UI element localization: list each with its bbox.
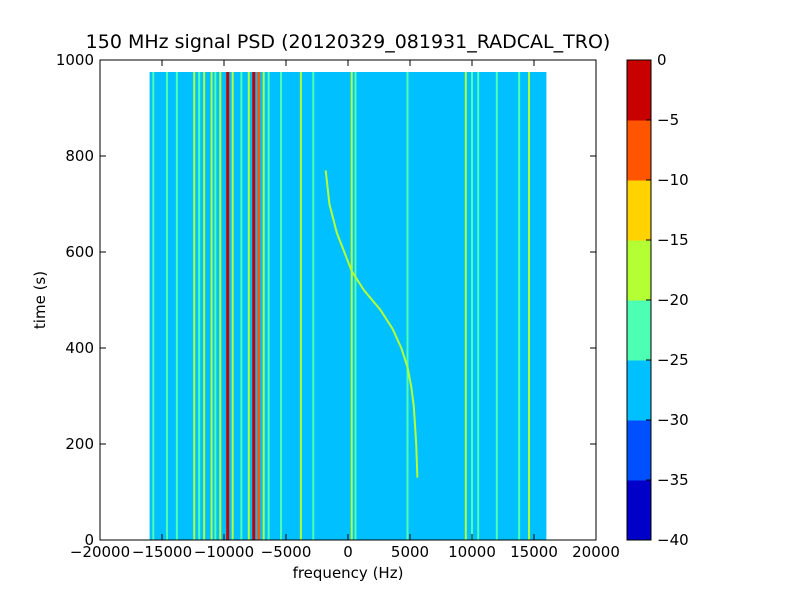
x-axis-label: frequency (Hz) [293,564,404,582]
x-tick-label: −15000 [132,543,192,561]
colorbar-tick-label: −25 [657,351,689,369]
y-tick-label: 200 [65,435,94,453]
colorbar-segment [627,60,651,121]
x-axis-ticks: −20000 −15000 −10000 −5000 0 5000 10000 15000 20… [70,60,620,561]
colorbar-segment [627,360,651,421]
y-tick-label: 1000 [56,51,94,69]
colorbar-segment [627,240,651,301]
chart-title: 150 MHz signal PSD (20120329_081931_RADC… [86,31,611,53]
colorbar-tick-label: −15 [657,231,689,249]
heatmap-drifting-signal [324,170,419,478]
colorbar-tick-label: −5 [657,111,679,129]
x-tick-label: 15000 [510,543,558,561]
x-tick-label: 0 [343,543,353,561]
x-tick-label: 10000 [448,543,496,561]
colorbar: −40 −35 −30 −25 −20 −15 −10 −5 0 [626,51,689,549]
x-tick-label: −20000 [70,543,130,561]
colorbar-tick-label: 0 [657,51,667,69]
x-tick-label: 20000 [572,543,620,561]
y-tick-label: 0 [84,531,94,549]
colorbar-tick-label: −10 [657,171,689,189]
y-tick-label: 800 [65,147,94,165]
colorbar-tick-label: −30 [657,411,689,429]
heatmap-background [149,72,547,540]
colorbar-segment [627,480,651,541]
heatmap-layer [149,72,547,540]
y-axis-ticks: 0 200 400 600 800 1000 [56,51,596,549]
colorbar-segment [627,300,651,361]
colorbar-segment [627,120,651,181]
y-tick-label: 400 [65,339,94,357]
colorbar-tick-label: −20 [657,291,689,309]
colorbar-segment [627,180,651,241]
y-axis-label: time (s) [31,271,49,329]
colorbar-tick-label: −35 [657,471,689,489]
x-tick-label: −5000 [261,543,312,561]
x-tick-label: 5000 [391,543,429,561]
colorbar-tick-label: −40 [657,531,689,549]
y-tick-label: 600 [65,243,94,261]
colorbar-segment [627,420,651,481]
x-tick-label: −10000 [194,543,254,561]
